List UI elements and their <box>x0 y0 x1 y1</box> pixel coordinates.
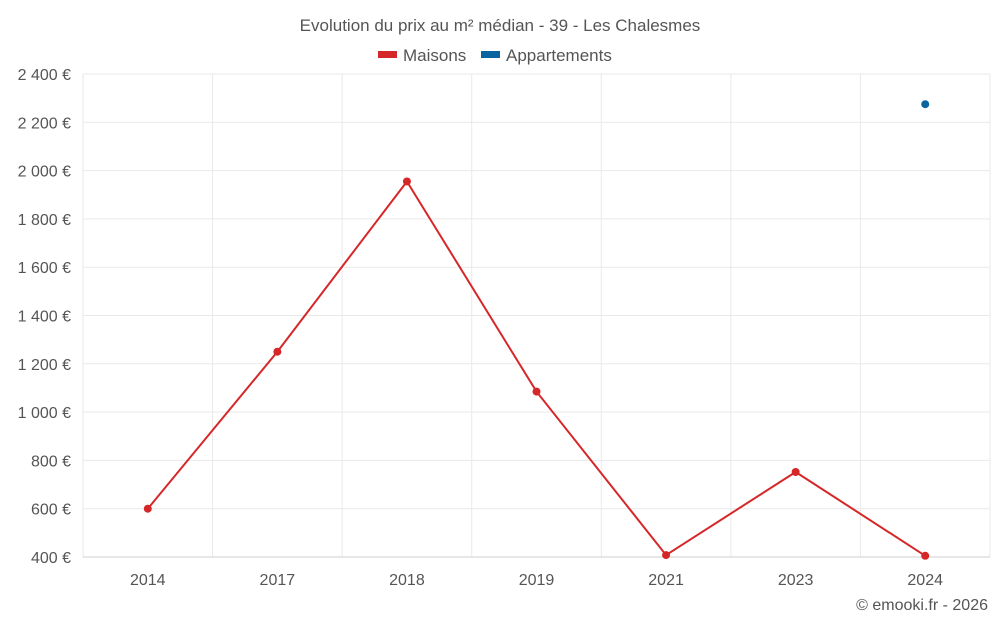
legend-swatch-maisons <box>378 51 397 58</box>
legend-label-appartements: Appartements <box>506 46 612 65</box>
legend: Maisons Appartements <box>378 46 612 65</box>
x-tick-label: 2019 <box>519 572 555 589</box>
data-point-maisons-2024[interactable] <box>921 551 930 560</box>
y-tick-label: 1 400 € <box>18 309 71 326</box>
y-tick-label: 2 200 € <box>18 115 71 132</box>
data-point-maisons-2017[interactable] <box>273 347 282 356</box>
y-tick-label: 1 000 € <box>18 405 71 422</box>
x-axis: 2014 2017 2018 2019 2021 2023 2024 <box>83 556 990 589</box>
y-tick-label: 1 600 € <box>18 260 71 277</box>
x-tick-label: 2024 <box>907 572 943 589</box>
y-tick-label: 600 € <box>31 502 71 519</box>
y-tick-label: 2 000 € <box>18 164 71 181</box>
y-tick-label: 2 400 € <box>18 67 71 84</box>
x-tick-label: 2023 <box>778 572 814 589</box>
x-tick-label: 2017 <box>260 572 296 589</box>
legend-item-appartements[interactable]: Appartements <box>481 46 612 65</box>
chart-title: Evolution du prix au m² médian - 39 - Le… <box>300 16 701 35</box>
series-line-maisons <box>147 179 926 557</box>
x-tick-label: 2018 <box>389 572 425 589</box>
gridlines <box>82 73 991 557</box>
legend-label-maisons: Maisons <box>403 46 466 65</box>
y-tick-label: 1 200 € <box>18 357 71 374</box>
y-tick-label: 400 € <box>31 550 71 567</box>
data-point-maisons-2023[interactable] <box>791 467 800 476</box>
data-point-maisons-2014[interactable] <box>143 504 152 513</box>
legend-swatch-appartements <box>481 51 500 58</box>
legend-item-maisons[interactable]: Maisons <box>378 46 466 65</box>
credit-text: © emooki.fr - 2026 <box>856 597 988 614</box>
y-axis: 400 € 600 € 800 € 1 000 € 1 200 € 1 400 € 1 60… <box>18 67 71 567</box>
y-tick-label: 1 800 € <box>18 212 71 229</box>
data-point-maisons-2018[interactable] <box>402 177 411 186</box>
data-point-maisons-2019[interactable] <box>532 387 541 396</box>
series <box>143 100 930 560</box>
x-tick-label: 2014 <box>130 572 166 589</box>
data-point-maisons-2021[interactable] <box>662 551 671 560</box>
x-tick-label: 2021 <box>648 572 684 589</box>
data-point-appartements-2024[interactable] <box>921 100 930 109</box>
y-tick-label: 800 € <box>31 453 71 470</box>
